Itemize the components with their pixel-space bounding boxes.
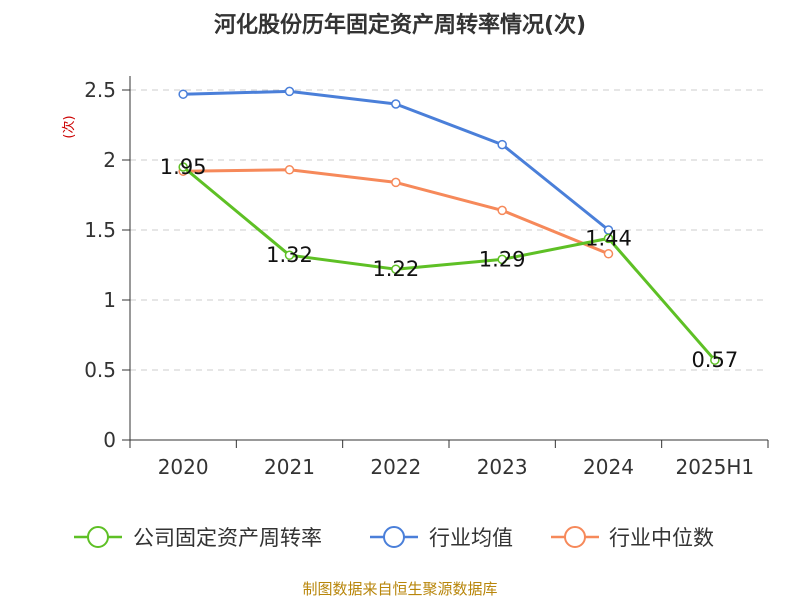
data-point[interactable]	[603, 233, 614, 244]
data-point[interactable]	[497, 139, 507, 150]
y-tick-label: 0	[103, 428, 116, 452]
series-line	[181, 89, 610, 232]
legend-marker	[383, 526, 405, 548]
x-tick-label: 2020	[158, 455, 209, 479]
y-tick-label: 2	[103, 148, 116, 172]
data-point[interactable]	[284, 250, 295, 260]
x-tick-label: 2023	[477, 455, 528, 479]
legend[interactable]: 公司固定资产周转率 行业均值 行业中位数	[74, 526, 714, 550]
axes: 0 0.5 1 1.5 2 2.5 2020 2021 2022 2023 2024 2025H1	[84, 76, 769, 479]
data-point[interactable]	[178, 162, 188, 172]
data-point[interactable]	[391, 99, 401, 109]
data-point[interactable]	[710, 355, 720, 365]
data-point[interactable]	[284, 86, 295, 97]
x-tick-label: 2021	[264, 455, 315, 479]
legend-item[interactable]: 行业中位数	[551, 526, 714, 550]
data-point[interactable]	[391, 264, 401, 274]
source-note: 制图数据来自恒生聚源数据库	[302, 580, 497, 598]
legend-item[interactable]: 行业均值	[370, 526, 513, 550]
x-tick-label: 2024	[583, 455, 634, 479]
y-axis-label: (次)	[61, 115, 77, 138]
legend-label: 公司固定资产周转率	[133, 526, 322, 550]
y-tick-label: 0.5	[84, 358, 116, 382]
data-labels: 1.95 1.32 1.22 1.29 1.44 0.57	[160, 155, 738, 372]
data-label: 1.95	[160, 155, 207, 179]
data-point[interactable]	[284, 165, 295, 175]
legend-marker	[564, 526, 586, 548]
data-label: 1.22	[372, 257, 419, 281]
data-point[interactable]	[497, 254, 507, 265]
legend-label: 行业中位数	[609, 526, 714, 550]
data-point[interactable]	[603, 249, 614, 259]
y-tick-label: 1	[103, 288, 116, 312]
series-lines	[178, 86, 720, 365]
chart-title: 河化股份历年固定资产周转率情况(次)	[214, 12, 586, 38]
data-point[interactable]	[497, 205, 507, 216]
data-point[interactable]	[391, 177, 401, 188]
data-label: 1.44	[585, 226, 632, 250]
data-label: 0.57	[691, 348, 738, 372]
x-tick-label: 2022	[370, 455, 421, 479]
x-tick-label: 2025H1	[675, 455, 754, 479]
legend-item[interactable]: 公司固定资产周转率	[74, 526, 322, 550]
data-point[interactable]	[178, 89, 188, 99]
y-tick-label: 2.5	[84, 78, 116, 102]
series-line	[181, 165, 717, 362]
data-label: 1.29	[479, 247, 526, 271]
legend-marker	[87, 526, 109, 548]
grid-lines	[130, 89, 768, 371]
y-tick-label: 1.5	[84, 218, 116, 242]
data-label: 1.32	[266, 243, 313, 267]
legend-label: 行业均值	[429, 526, 513, 550]
